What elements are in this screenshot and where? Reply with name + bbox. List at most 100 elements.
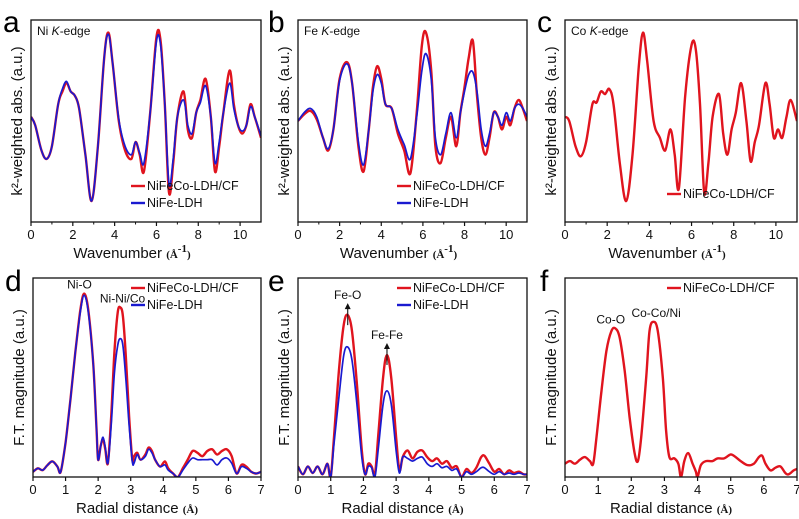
edge-label: Co K-edge [571,24,629,38]
panel-letter: e [268,265,285,298]
x-tick-label: 4 [694,482,701,497]
x-axis-unit: (Å) [183,504,199,516]
series-line-nife-ldh [31,33,261,202]
x-tick-label: 2 [336,227,343,242]
x-tick-label: 7 [793,482,799,497]
plot-frame [30,19,262,223]
x-tick-label: 0 [29,482,36,497]
x-axis-label-text: Radial distance [76,500,179,517]
annotation-arrowhead [383,342,390,349]
x-tick-label: 3 [661,482,668,497]
x-axis-unit: (Å [433,249,445,261]
peak-label: Ni-Ni/Co [100,291,146,305]
y-axis-label: F.T. magnitude (a.u.) [11,309,28,446]
x-axis-label: Radial distance (Å) [341,500,463,517]
legend-label: NiFeCo-LDH/CF [147,179,239,193]
legend-label: NiFeCo-LDH/CF [413,281,505,295]
x-tick-label: 5 [458,482,465,497]
x-tick-label: 6 [153,227,160,242]
panel-e: 0 1 2 3 4 5 6 7 Radial distance (Å) F.T. magnitud… [268,265,531,517]
x-tick-label: 6 [760,482,767,497]
x-tick-label: 2 [360,482,367,497]
panel-letter: c [537,6,552,39]
peak-label: Fe-O [334,288,361,302]
edge-label-part: Fe [304,24,321,38]
x-tick-label: 1 [595,482,602,497]
x-tick-label: 5 [192,482,199,497]
legend-label: NiFeCo-LDH/CF [683,187,775,201]
panel-letter: d [5,265,22,298]
y-axis-label: k²-weighted abs. (a.u.) [543,46,560,195]
x-axis-unit-close: ) [453,249,457,261]
x-tick-label: 4 [378,227,385,242]
y-axis-label: k²-weighted abs. (a.u.) [276,46,293,195]
series-line-nifeco-ldh-cf [298,313,527,477]
legend-label: NiFe-LDH [147,298,203,312]
x-axis-label: Radial distance (Å) [76,500,198,517]
legend-label: NiFe-LDH [413,298,469,312]
y-axis-label: F.T. magnitude (a.u.) [276,309,293,446]
panel-a: 0 2 4 6 8 10 Wavenumber (Å-1) k²-weighted abs. … [3,6,262,262]
x-axis-unit: (Å [701,249,713,261]
annotation-arrowhead [344,303,351,310]
x-tick-label: 3 [127,482,134,497]
legend-label: NiFeCo-LDH/CF [147,281,239,295]
x-tick-label: 8 [730,227,737,242]
edge-label-part: K [590,24,599,38]
x-axis-label: Wavenumber (Å-1) [73,243,191,262]
x-axis-unit: (Å) [448,504,464,516]
x-tick-label: 0 [294,227,301,242]
x-axis-label-text: Wavenumber [73,245,162,262]
x-axis-unit-close: ) [722,249,726,261]
x-tick-label: 7 [257,482,264,497]
x-axis-label-text: Wavenumber [340,245,429,262]
x-tick-label: 4 [425,482,432,497]
edge-label: Fe K-edge [304,24,360,38]
x-tick-label: 2 [95,482,102,497]
x-tick-label: 2 [604,227,611,242]
series-line-nifeco-ldh-cf [565,31,797,203]
edge-label-part: -edge [598,24,629,38]
x-tick-label: 5 [727,482,734,497]
edge-label-part: Ni [37,24,52,38]
x-tick-label: 1 [62,482,69,497]
panel-b: 0 2 4 6 8 10 Wavenumber (Å-1) k²-weighted abs. … [268,6,528,262]
panel-d: 0 1 2 3 4 5 6 7 Radial distance (Å) F.T. magnitud… [5,265,265,517]
x-tick-label: 4 [646,227,653,242]
y-axis-label: k²-weighted abs. (a.u.) [9,46,26,195]
x-axis-unit-superscript: -1 [178,243,187,255]
x-tick-label: 6 [491,482,498,497]
x-axis-unit: (Å) [717,504,733,516]
x-axis-label: Wavenumber (Å-1) [340,243,458,262]
plot-frame [564,277,798,478]
panel-letter: f [540,265,549,298]
x-tick-label: 7 [523,482,530,497]
panel-f: 0 1 2 3 4 5 6 7 Radial distance (Å) F.T. magnitud… [540,265,799,517]
x-axis-unit: (Å [166,249,178,261]
plot-frame [297,19,528,223]
edge-label-part: -edge [60,24,91,38]
x-tick-label: 4 [160,482,167,497]
edge-label-part: K [321,24,330,38]
x-tick-label: 1 [327,482,334,497]
peak-label: Co-O [596,312,625,326]
edge-label: Ni K-edge [37,24,91,38]
x-axis-label: Radial distance (Å) [610,500,732,517]
x-axis-label-text: Radial distance [341,500,444,517]
y-axis-label: F.T. magnitude (a.u.) [543,309,560,446]
plot-frame [297,277,528,478]
x-axis-label: Wavenumber (Å-1) [608,243,726,262]
x-tick-label: 10 [499,227,513,242]
x-axis-unit-close: ) [187,249,191,261]
x-axis-label-text: Wavenumber [608,245,697,262]
series-line-nife-ldh [33,294,261,477]
series-line-nifeco-ldh-cf [31,28,261,203]
series-line-nifeco-ldh-cf [565,320,797,477]
legend-label: NiFe-LDH [147,196,203,210]
plot-frame [564,19,798,223]
x-axis-unit-superscript: -1 [713,243,722,255]
peak-label: Fe-Fe [371,328,403,342]
panel-letter: b [268,6,285,39]
edge-label-part: -edge [329,24,360,38]
x-tick-label: 8 [195,227,202,242]
